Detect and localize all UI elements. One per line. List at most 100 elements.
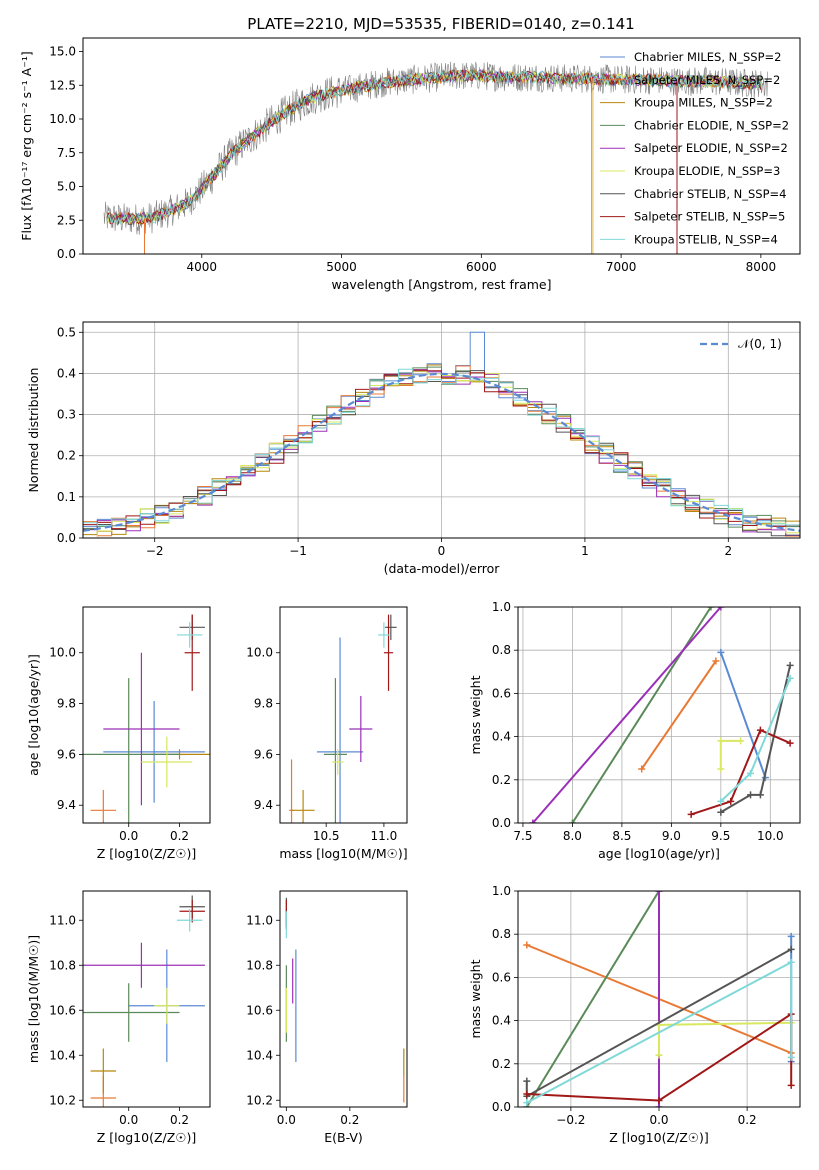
axes-frame (82, 606, 211, 824)
y-tick-label: 11.0 (246, 913, 273, 927)
plots: 4000 5000 6000 7000 80000.02.55.07.510.012.5… (19, 37, 801, 1145)
weight-point (747, 769, 755, 777)
x-tick-label: 10.5 (313, 829, 340, 843)
weight-point (786, 674, 794, 682)
weight-point (787, 1053, 795, 1061)
y-tick-label: 10.0 (49, 646, 76, 660)
legend-entry: Chabrier ELODIE, N_SSP=2 (634, 118, 789, 132)
axes-frame (82, 37, 801, 255)
y-tick-label: 10.6 (246, 1003, 273, 1017)
y-tick-label: 10.8 (246, 958, 273, 972)
legend-entry: Salpeter STELIB, N_SSP=5 (634, 210, 785, 224)
y-tick-label: 10.0 (246, 646, 273, 660)
y-tick-label: 10.4 (246, 1048, 273, 1062)
y-tick-label: 7.5 (57, 146, 76, 160)
y-tick-label: 9.8 (254, 697, 273, 711)
spectrum-legend: Chabrier MILES, N_SSP=2 Salpeter MILES, N… (600, 50, 789, 246)
y-tick-label: 15.0 (49, 45, 76, 59)
spectrum-data-line (103, 61, 768, 235)
weight-point (786, 661, 794, 669)
weight-point (787, 1081, 795, 1089)
x-tick-label: −2 (146, 544, 164, 558)
y-tick-label: 9.4 (254, 798, 273, 812)
weight-point (712, 657, 720, 665)
age_vs_Z-panel: 0.0 0.2 9.4 9.6 9.8 10.0 Z [log10(Z/Z☉)] age [l… (26, 606, 211, 861)
weight-point (638, 765, 646, 773)
weight-point (529, 819, 537, 823)
y-tick-label: 9.4 (57, 798, 76, 812)
weight-point (727, 797, 735, 805)
y-tick-label: 0.3 (57, 408, 76, 422)
weight-point (707, 607, 715, 611)
x-tick-label: 0 (438, 544, 446, 558)
legend-entry: Salpeter MILES, N_SSP=2 (634, 73, 780, 87)
weight-point (655, 1097, 663, 1105)
x-tick-label: 9.5 (711, 829, 730, 843)
weight-point (747, 791, 755, 799)
weight-point (737, 737, 745, 745)
residuals-panel: −2 −1 0 1 2 0.0 0.1 0.2 0.3 0.4 0.5 (data-model)/er… (26, 321, 801, 576)
x-tick-label: 0.2 (170, 1113, 189, 1127)
y-tick-label: 0.8 (492, 927, 511, 941)
weight-line-3 (532, 607, 722, 823)
spectrum-panel: 4000 5000 6000 7000 8000 0.0 2.5 5.0 7.5 10.0 12.5… (19, 37, 801, 292)
weight-point (655, 1051, 663, 1059)
x-tick-label: −0.2 (556, 1113, 585, 1127)
y-axis-label: mass [log10(M/M☉)] (26, 935, 41, 1063)
y-axis-label: Flux [fλ10⁻¹⁷ erg cm⁻² s⁻¹ A⁻¹] (19, 51, 34, 240)
x-axis-label: Z [log10(Z/Z☉)] (609, 1130, 709, 1145)
spectrum-model-line-7 (106, 69, 762, 225)
weight_vs_Z-panel: −0.2 0.0 0.2 0.0 0.2 0.4 0.6 0.8 1.0 Z [log10(Z/Z… (468, 884, 801, 1145)
y-tick-label: 2.5 (57, 213, 76, 227)
weight-point (568, 819, 576, 823)
axes-frame (517, 890, 801, 1108)
weight-point (655, 891, 663, 895)
normal-curve (83, 372, 800, 532)
legend-entry: Kroupa STELIB, N_SSP=4 (634, 232, 778, 246)
weight-line-2 (525, 891, 660, 1107)
x-tick-label: 8.0 (563, 829, 582, 843)
weight-point (523, 1090, 531, 1098)
y-tick-label: 10.4 (49, 1048, 76, 1062)
x-tick-label: 8.5 (612, 829, 631, 843)
y-tick-label: 9.6 (57, 747, 76, 761)
y-tick-label: 11.0 (49, 913, 76, 927)
weight-point (717, 765, 725, 773)
x-axis-label: (data-model)/error (384, 561, 501, 576)
x-tick-label: 7.5 (513, 829, 532, 843)
weight-line-2 (571, 607, 712, 823)
y-tick-label: 5.0 (57, 180, 76, 194)
y-tick-label: 0.4 (57, 366, 76, 380)
x-tick-label: 0.0 (649, 1113, 668, 1127)
y-tick-label: 0.0 (57, 531, 76, 545)
x-tick-label: 6000 (466, 260, 497, 274)
y-tick-label: 0.4 (492, 730, 511, 744)
y-tick-label: 10.2 (49, 1093, 76, 1107)
y-tick-label: 1.0 (492, 600, 511, 614)
legend-entry: 𝒩(0, 1) (738, 337, 782, 351)
weight-point (787, 945, 795, 953)
mass_vs_ebv-panel: 0.0 0.2 10.2 10.4 10.6 10.8 11.0 E(B-V) (246, 890, 408, 1145)
weight-line-0 (719, 652, 767, 778)
figure-title: PLATE=2210, MJD=53535, FIBERID=0140, z=0… (247, 15, 634, 33)
y-tick-label: 0.2 (492, 1057, 511, 1071)
x-tick-label: 5000 (326, 260, 357, 274)
x-axis-label: Z [log10(Z/Z☉)] (97, 1130, 197, 1145)
y-tick-label: 0.5 (57, 325, 76, 339)
y-axis-label: Normed distribution (26, 368, 41, 493)
y-tick-label: 0.4 (492, 1014, 511, 1028)
y-axis-label: mass weight (468, 959, 483, 1038)
y-tick-label: 0.1 (57, 490, 76, 504)
x-tick-label: 0.0 (119, 1113, 138, 1127)
mass_vs_Z-panel: 0.0 0.2 10.2 10.4 10.6 10.8 11.0 Z [log10(Z/Z☉)… (26, 890, 211, 1145)
x-tick-label: 7000 (606, 260, 637, 274)
x-axis-label: E(B-V) (324, 1130, 363, 1145)
x-axis-label: age [log10(age/yr)] (598, 846, 720, 861)
weight-point (523, 1099, 531, 1107)
x-axis-label: mass [log10(M/M☉)] (279, 846, 407, 861)
y-tick-label: 9.8 (57, 697, 76, 711)
legend-entry: Kroupa ELODIE, N_SSP=3 (634, 164, 780, 178)
weight-point (717, 737, 725, 745)
weight-line-4 (719, 739, 741, 769)
